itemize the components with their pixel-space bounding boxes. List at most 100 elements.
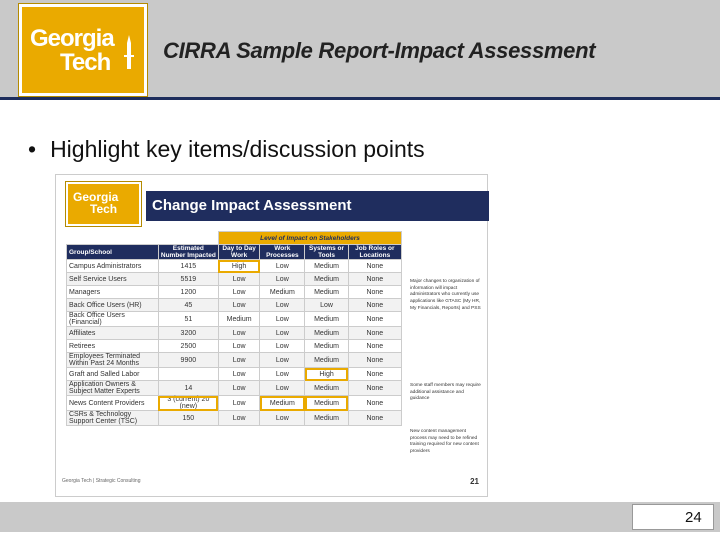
table-cell: Medium (304, 395, 349, 411)
slide-footer (0, 502, 720, 532)
table-row: Campus Administrators 1415 High Low Medium No… (66, 259, 403, 273)
table-cell: Graft and Salled Labor (66, 367, 159, 381)
table-cell: Low (259, 352, 306, 368)
table-row: Employees Terminated Within Past 24 Mont… (66, 352, 403, 368)
table-cell: 150 (157, 410, 219, 426)
table-cell: Campus Administrators (66, 259, 159, 273)
column-header: Group/School (66, 244, 159, 260)
table-cell: Low (217, 367, 261, 381)
page-number-box: 24 (632, 504, 714, 530)
table-cell: None (347, 272, 403, 286)
table-cell: Low (259, 272, 306, 286)
table-row: Application Owners & Subject Matter Expe… (66, 380, 403, 396)
table-cell: Low (217, 285, 261, 299)
table-cell: Low (217, 395, 261, 411)
report-logo-line1: Georgia (73, 190, 119, 204)
table-cell: 9900 (157, 352, 219, 368)
table-cell: 1415 (157, 259, 219, 273)
table-cell: Medium (304, 285, 349, 299)
table-cell: Medium (304, 326, 349, 340)
table-row: News Content Providers 3 (current) 20 (ne… (66, 395, 403, 411)
table-cell: Low (217, 380, 261, 396)
table-cell: News Content Providers (66, 395, 159, 411)
column-header: Job Roles or Locations (347, 244, 403, 260)
table-cell: 45 (157, 298, 219, 312)
table-cell: High (304, 367, 349, 381)
table-cell: Application Owners & Subject Matter Expe… (66, 380, 159, 396)
table-cell: None (347, 259, 403, 273)
table-row: Back Office Users (HR) 45 Low Low Low None (66, 298, 403, 312)
bullet-text: Highlight key items/discussion points (50, 136, 425, 162)
table-cell: Back Office Users (HR) (66, 298, 159, 312)
table-cell: High (217, 259, 261, 273)
table-cell: None (347, 367, 403, 381)
table-cell: Low (259, 259, 306, 273)
table-cell: None (347, 380, 403, 396)
table-row: Retirees 2500 Low Low Medium None (66, 339, 403, 353)
note-2: Some staff members may require additiona… (410, 383, 481, 402)
table-cell: Medium (304, 259, 349, 273)
table-cell: Low (217, 326, 261, 340)
table-cell: 1200 (157, 285, 219, 299)
table-row: Self Service Users 5519 Low Low Medium None (66, 272, 403, 286)
table-cell: Affiliates (66, 326, 159, 340)
table-cell: Medium (259, 395, 306, 411)
table-cell: None (347, 326, 403, 340)
table-row: Affiliates 3200 Low Low Medium None (66, 326, 403, 340)
table-cell: Low (259, 298, 306, 312)
table-cell: Medium (259, 285, 306, 299)
table-cell: Medium (304, 272, 349, 286)
table-cell: Low (259, 410, 306, 426)
report-page-number: 21 (470, 477, 479, 486)
table-cell: 51 (157, 311, 219, 327)
table-cell: None (347, 352, 403, 368)
table-cell: None (347, 395, 403, 411)
table-row: CSRs & Technology Support Center (TSC) 15… (66, 410, 403, 426)
slide-title: CIRRA Sample Report-Impact Assessment (163, 38, 596, 63)
table-spacer (66, 231, 219, 245)
bullet-point: • Highlight key items/discussion points (28, 136, 425, 163)
table-cell: 14 (157, 380, 219, 396)
table-cell: 2500 (157, 339, 219, 353)
table-cell: Managers (66, 285, 159, 299)
table-cell: Low (259, 326, 306, 340)
table-cell: Low (304, 298, 349, 312)
column-header: Work Processes (259, 244, 306, 260)
logo-line1: Georgia (30, 25, 115, 52)
table-cell (157, 367, 219, 381)
report-title-band (146, 191, 489, 221)
table-row: Graft and Salled Labor Low Low High None (66, 367, 403, 381)
table-cell: Medium (304, 311, 349, 327)
table-cell: 3200 (157, 326, 219, 340)
table-cell: Medium (304, 410, 349, 426)
table-row: Back Office Users (Financial) 51 Medium Low… (66, 311, 403, 327)
table-cell: None (347, 311, 403, 327)
report-logo-line2: Tech (90, 202, 118, 216)
logo-line2: Tech (60, 49, 111, 76)
column-header: Systems or Tools (304, 244, 349, 260)
page-number: 24 (685, 509, 702, 526)
table-cell: None (347, 339, 403, 353)
georgia-tech-logo: Georgia Tech (18, 3, 148, 97)
column-header: Day to Day Work (217, 244, 261, 260)
table-cell: Medium (304, 352, 349, 368)
table-cell: Low (217, 298, 261, 312)
table-cell: 5519 (157, 272, 219, 286)
table-cell: Low (217, 410, 261, 426)
level-header: Level of Impact on Stakeholders (217, 231, 403, 245)
note-3: New content management process may need … (410, 429, 479, 455)
tower-icon (124, 35, 134, 69)
report-footer: Georgia Tech | Strategic Consulting (62, 477, 141, 484)
column-header: Estimated Number Impacted (157, 244, 219, 260)
report-title: Change Impact Assessment (152, 197, 352, 214)
table-cell: 3 (current) 20 (new) (157, 395, 219, 411)
table-cell: Self Service Users (66, 272, 159, 286)
impact-table: Level of Impact on Stakeholders Group/Sc… (66, 231, 403, 426)
table-cell: Low (259, 311, 306, 327)
table-cell: Low (217, 352, 261, 368)
table-cell: Employees Terminated Within Past 24 Mont… (66, 352, 159, 368)
table-cell: None (347, 410, 403, 426)
slide-header: Georgia Tech CIRRA Sample Report-Impact … (0, 0, 720, 100)
bullet-dot: • (28, 136, 37, 162)
table-cell: Medium (304, 380, 349, 396)
